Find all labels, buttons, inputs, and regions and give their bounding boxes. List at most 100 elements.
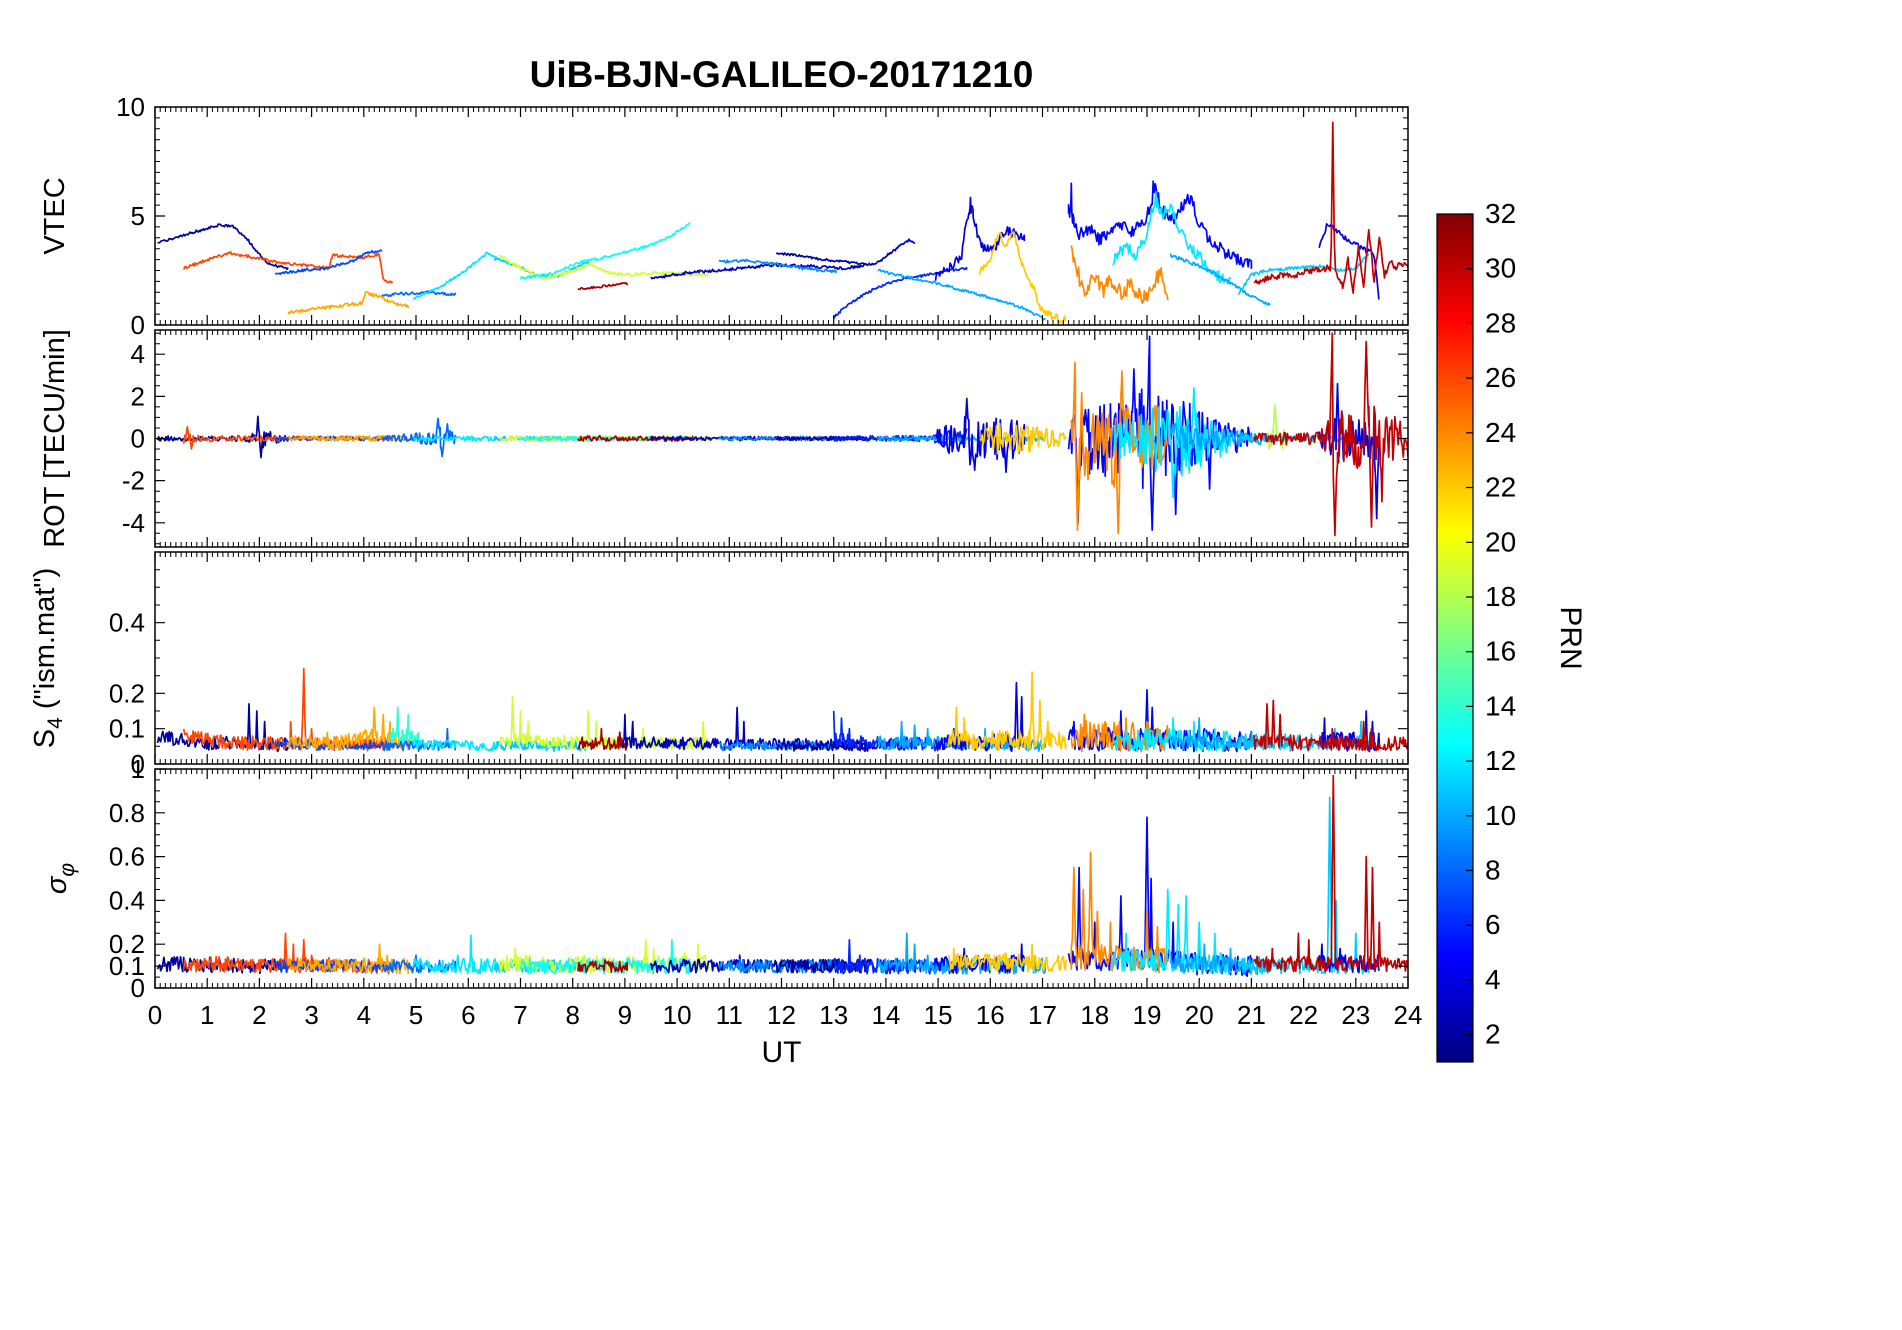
ytick-label-vtec: 10: [116, 92, 145, 122]
trace-prn2-sigma-phi: [156, 955, 289, 975]
trace-prn4-vtec: [1318, 222, 1380, 300]
colorbar-tick-label: 6: [1485, 909, 1501, 940]
colorbar-tick-label: 28: [1485, 307, 1516, 338]
colorbar-tick-label: 14: [1485, 690, 1516, 721]
ylabel-s4: S4 ("ism.mat"): [29, 568, 67, 749]
trace-prn30-sigma-phi: [1253, 774, 1408, 973]
trace-prn12-s4: [1112, 717, 1232, 753]
xtick-label: 15: [924, 1000, 953, 1030]
ytick-label-sigma-phi: 1: [131, 754, 145, 784]
colorbar-label: PRN: [1554, 606, 1587, 669]
colorbar-tick-label: 30: [1485, 253, 1516, 284]
ylabel-sigma-phi: σφ: [41, 863, 79, 895]
xtick-label: 0: [148, 1000, 162, 1030]
trace-prn8-s4: [381, 727, 457, 753]
trace-prn4-vtec: [934, 196, 1026, 281]
ytick-label-sigma-phi: 0.8: [109, 798, 145, 828]
xtick-label: 11: [716, 1000, 743, 1030]
trace-prn8-rot: [381, 417, 457, 458]
trace-prn12-vtec: [412, 251, 498, 300]
ylabel-vtec: VTEC: [39, 177, 71, 254]
trace-prn23-s4: [287, 706, 410, 751]
colorbar-tick-label: 22: [1485, 472, 1516, 503]
trace-prn2-vtec: [775, 252, 866, 266]
xtick-label: 6: [461, 1000, 475, 1030]
trace-prn30-rot: [1253, 332, 1408, 537]
trace-prn11-sigma-phi: [1237, 796, 1370, 975]
colorbar-tick-label: 16: [1485, 636, 1516, 667]
xtick-label: 10: [663, 1000, 692, 1030]
panel-rot-axes: -4 -2 0 2 4 ROT [TECU/min]: [39, 329, 1409, 548]
ytick-label-s4: 0.2: [109, 678, 145, 708]
xtick-label: 13: [819, 1000, 848, 1030]
xtick-label: 2: [252, 1000, 266, 1030]
trace-prn31-sigma-phi: [577, 958, 629, 974]
trace-prn22-rot: [979, 422, 1067, 455]
trace-prn5-vtec: [1067, 180, 1253, 269]
trace-prn24-vtec: [1070, 245, 1169, 305]
trace-prn7-vtec: [275, 249, 383, 276]
ytick-label-vtec: 5: [131, 201, 145, 231]
colorbar-tick-label: 4: [1485, 964, 1501, 995]
trace-prn19-s4: [498, 696, 710, 751]
panel-vtec-traces: [157, 121, 1408, 325]
xtick-label: 16: [976, 1000, 1005, 1030]
ytick-label-sigma-phi: 0.1: [109, 951, 145, 981]
ytick-label-s4: 0: [131, 749, 145, 779]
colorbar-tick-label: 32: [1485, 198, 1516, 229]
ytick-label-sigma-phi: 0.2: [109, 929, 145, 959]
ytick-label-sigma-phi: 0: [131, 973, 145, 1003]
xtick-label: 4: [357, 1000, 371, 1030]
trace-prn12-s4: [412, 738, 498, 752]
colorbar-tick-label: 26: [1485, 362, 1516, 393]
trace-prn31-vtec: [577, 281, 629, 291]
ytick-label-s4: 0.1: [109, 714, 145, 744]
colorbar-tick-label: 12: [1485, 745, 1516, 776]
trace-prn22-sigma-phi: [947, 943, 1067, 973]
xtick-label: 1: [200, 1000, 214, 1030]
colorbar-tick-label: 24: [1485, 417, 1516, 448]
xtick-label: 7: [513, 1000, 527, 1030]
ytick-label-rot: -2: [122, 466, 145, 496]
xtick-label: 18: [1080, 1000, 1109, 1030]
colorbar-tick-label: 2: [1485, 1019, 1501, 1050]
trace-prn13-sigma-phi: [519, 938, 691, 975]
panel-sigma-phi-traces: [156, 774, 1408, 977]
xtick-label: 14: [871, 1000, 900, 1030]
trace-prn30-s4: [1253, 699, 1408, 752]
trace-prn12-rot: [412, 435, 498, 442]
trace-prn5-s4: [1067, 688, 1253, 753]
panel-s4-traces: [156, 667, 1408, 753]
trace-prn6-rot: [833, 428, 968, 449]
xtick-label: 24: [1394, 1000, 1423, 1030]
ytick-label-rot: -4: [122, 508, 145, 538]
ytick-label-vtec: 0: [131, 310, 145, 340]
ytick-label-s4: 0.4: [109, 608, 145, 638]
xtick-label: 9: [618, 1000, 632, 1030]
trace-prn10-vtec: [1169, 253, 1271, 306]
trace-prn22-vtec: [979, 230, 1067, 325]
trace-prn2-vtec: [157, 223, 289, 271]
xtick-label: 8: [565, 1000, 579, 1030]
trace-prn4-rot: [934, 397, 1026, 474]
xtick-label: 19: [1133, 1000, 1162, 1030]
xtick-label: 22: [1289, 1000, 1318, 1030]
trace-prn31-s4: [577, 727, 629, 751]
trace-prn9-vtec: [718, 258, 838, 274]
ylabel-rot: ROT [TECU/min]: [39, 329, 71, 548]
trace-prn10-vtec: [877, 268, 1047, 321]
trace-prn2-rot: [156, 415, 289, 459]
xtick-label: 12: [767, 1000, 796, 1030]
ytick-label-rot: 2: [131, 381, 145, 411]
xtick-label: 23: [1341, 1000, 1370, 1030]
xtick-label: 21: [1237, 1000, 1266, 1030]
xtick-label: 17: [1028, 1000, 1057, 1030]
panel-rot-traces: [156, 332, 1408, 537]
colorbar-tick-label: 8: [1485, 855, 1501, 886]
trace-prn12-sigma-phi: [412, 934, 498, 975]
trace-prn19-vtec: [499, 254, 710, 280]
